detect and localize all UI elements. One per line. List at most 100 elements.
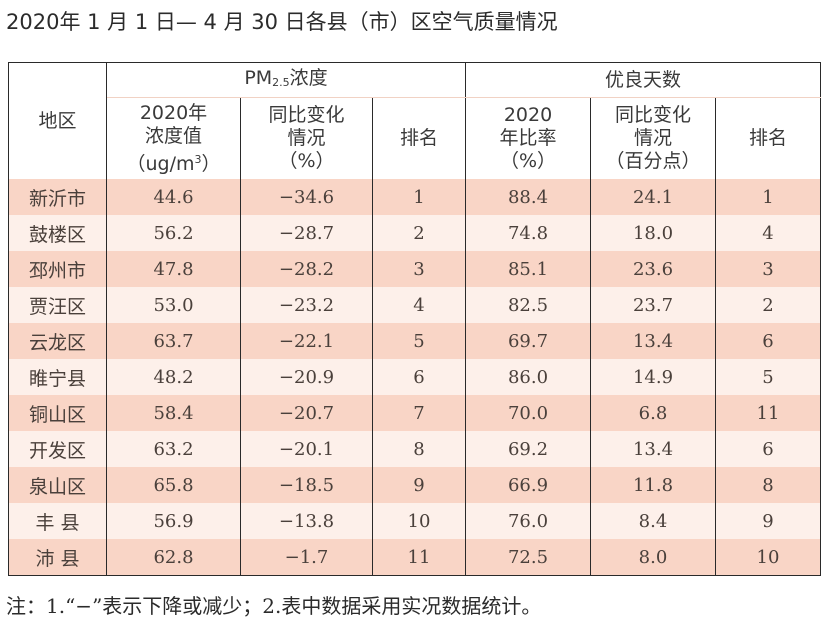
cell-good-change: 24.1 (590, 179, 716, 215)
cell-good-rate: 72.5 (465, 539, 591, 576)
cell-good-change: 11.8 (590, 467, 716, 503)
cell-region: 沛 县 (8, 539, 107, 576)
cell-pm-change: −1.7 (240, 539, 373, 576)
cell-good-rate: 85.1 (465, 251, 591, 287)
header-good-change: 同比变化 情况 （百分点） (590, 97, 716, 179)
cell-good-rank: 5 (715, 359, 821, 395)
cell-region: 鼓楼区 (8, 215, 107, 251)
cell-pm-value: 53.0 (106, 287, 241, 323)
cell-pm-change: −20.9 (240, 359, 373, 395)
cell-pm-rank: 3 (372, 251, 466, 287)
cell-good-change: 6.8 (590, 395, 716, 431)
cell-good-rank: 6 (715, 431, 821, 467)
cell-pm-change: −20.7 (240, 395, 373, 431)
cell-pm-change: −23.2 (240, 287, 373, 323)
cell-pm-rank: 8 (372, 431, 466, 467)
cell-good-rank: 3 (715, 251, 821, 287)
cell-region: 贾汪区 (8, 287, 107, 323)
cell-good-change: 8.0 (590, 539, 716, 576)
cell-pm-value: 56.9 (106, 503, 241, 539)
cell-good-rate: 88.4 (465, 179, 591, 215)
cell-good-rate: 82.5 (465, 287, 591, 323)
cell-pm-value: 58.4 (106, 395, 241, 431)
cell-good-rate: 76.0 (465, 503, 591, 539)
cell-pm-change: −34.6 (240, 179, 373, 215)
cell-good-rank: 11 (715, 395, 821, 431)
cell-region: 铜山区 (8, 395, 107, 431)
cell-pm-change: −20.1 (240, 431, 373, 467)
cell-pm-change: −18.5 (240, 467, 373, 503)
cell-pm-rank: 1 (372, 179, 466, 215)
cell-good-rank: 10 (715, 539, 821, 576)
cell-good-change: 14.9 (590, 359, 716, 395)
page-title: 2020年 1 月 1 日— 4 月 30 日各县（市）区空气质量情况 (6, 10, 558, 34)
table-row: 云龙区 63.7 −22.1 5 69.7 13.4 6 (8, 323, 821, 359)
cell-region: 睢宁县 (8, 359, 107, 395)
cell-good-rank: 2 (715, 287, 821, 323)
header-pm-value: 2020年 浓度值 （ug/m3） (106, 97, 241, 179)
cell-good-rate: 70.0 (465, 395, 591, 431)
cell-good-rank: 6 (715, 323, 821, 359)
cell-pm-value: 65.8 (106, 467, 241, 503)
cell-region: 泉山区 (8, 467, 107, 503)
cell-pm-change: −13.8 (240, 503, 373, 539)
table-row: 新沂市 44.6 −34.6 1 88.4 24.1 1 (8, 179, 821, 215)
table-row: 鼓楼区 56.2 −28.7 2 74.8 18.0 4 (8, 215, 821, 251)
cell-region: 新沂市 (8, 179, 107, 215)
cell-pm-rank: 5 (372, 323, 466, 359)
cell-good-rank: 4 (715, 215, 821, 251)
cell-pm-value: 47.8 (106, 251, 241, 287)
cell-good-rank: 9 (715, 503, 821, 539)
header-region: 地区 (8, 62, 107, 179)
table-row: 丰 县 56.9 −13.8 10 76.0 8.4 9 (8, 503, 821, 539)
cell-region: 云龙区 (8, 323, 107, 359)
table-row: 睢宁县 48.2 −20.9 6 86.0 14.9 5 (8, 359, 821, 395)
table-row: 邳州市 47.8 −28.2 3 85.1 23.6 3 (8, 251, 821, 287)
cell-region: 丰 县 (8, 503, 107, 539)
cell-pm-value: 56.2 (106, 215, 241, 251)
cell-pm-rank: 11 (372, 539, 466, 576)
cell-pm-value: 48.2 (106, 359, 241, 395)
cell-good-rate: 66.9 (465, 467, 591, 503)
header-good-rate: 2020 年比率 （%） (465, 97, 591, 179)
cell-pm-rank: 7 (372, 395, 466, 431)
cell-pm-rank: 6 (372, 359, 466, 395)
cell-good-rate: 69.7 (465, 323, 591, 359)
air-quality-table: 地区 PM2.5浓度 优良天数 2020年 浓度值 （ug/m3） 同比变化 情况 （%… (8, 62, 821, 576)
header-pm-rank: 排名 (372, 97, 466, 179)
cell-good-rank: 8 (715, 467, 821, 503)
table-row: 铜山区 58.4 −20.7 7 70.0 6.8 11 (8, 395, 821, 431)
cell-good-change: 8.4 (590, 503, 716, 539)
cell-pm-rank: 2 (372, 215, 466, 251)
cell-pm-change: −28.7 (240, 215, 373, 251)
cell-good-change: 18.0 (590, 215, 716, 251)
header-pm-change: 同比变化 情况 （%） (240, 97, 373, 179)
cell-pm-rank: 10 (372, 503, 466, 539)
cell-good-rate: 86.0 (465, 359, 591, 395)
header-pm25-group: PM2.5浓度 (106, 62, 466, 98)
cell-good-change: 23.6 (590, 251, 716, 287)
footnote: 注：1.“−”表示下降或减少；2.表中数据采用实况数据统计。 (6, 594, 542, 618)
cell-pm-rank: 9 (372, 467, 466, 503)
cell-pm-value: 62.8 (106, 539, 241, 576)
table-row: 沛 县 62.8 −1.7 11 72.5 8.0 10 (8, 539, 821, 576)
cell-good-change: 23.7 (590, 287, 716, 323)
header-good-rank: 排名 (715, 97, 821, 179)
table-row: 开发区 63.2 −20.1 8 69.2 13.4 6 (8, 431, 821, 467)
cell-pm-change: −22.1 (240, 323, 373, 359)
cell-pm-value: 63.2 (106, 431, 241, 467)
cell-good-change: 13.4 (590, 323, 716, 359)
table-row: 泉山区 65.8 −18.5 9 66.9 11.8 8 (8, 467, 821, 503)
cell-region: 邳州市 (8, 251, 107, 287)
cell-good-rank: 1 (715, 179, 821, 215)
cell-good-rate: 69.2 (465, 431, 591, 467)
cell-region: 开发区 (8, 431, 107, 467)
cell-pm-value: 44.6 (106, 179, 241, 215)
cell-good-change: 13.4 (590, 431, 716, 467)
header-good-days-group: 优良天数 (465, 62, 821, 98)
cell-pm-rank: 4 (372, 287, 466, 323)
cell-good-rate: 74.8 (465, 215, 591, 251)
cell-pm-value: 63.7 (106, 323, 241, 359)
cell-pm-change: −28.2 (240, 251, 373, 287)
table-row: 贾汪区 53.0 −23.2 4 82.5 23.7 2 (8, 287, 821, 323)
